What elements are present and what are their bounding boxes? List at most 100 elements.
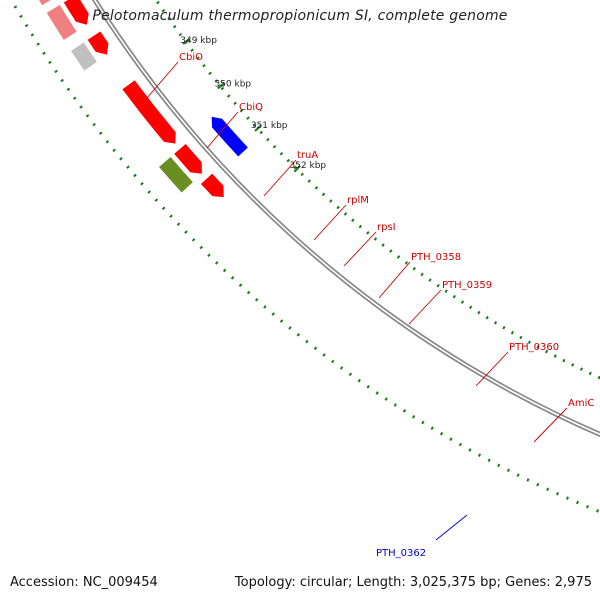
tick-dot [36,42,40,46]
kbp-tick-label: 349 kbp [180,36,217,46]
tick-dot [156,0,160,5]
label-leader [533,407,568,443]
kbp-tick-label: 350 kbp [214,79,251,89]
tick-dot [279,151,284,156]
tick-dot [190,48,194,52]
tick-dot [85,114,90,118]
tick-dot [214,79,219,83]
tick-dot [13,5,18,9]
tick-dot [288,326,292,330]
tick-dot [366,230,370,235]
feature-5 [62,0,90,26]
tick-dot [214,261,219,265]
tick-dot [126,165,130,169]
backbone-outer [91,0,600,438]
gene-label-pth-0358: PTH_0358 [411,252,461,263]
tick-dot [42,51,46,55]
tick-dot [536,482,540,487]
tick-dot [497,463,501,468]
tick-dot [389,249,393,253]
tick-dot [348,372,353,377]
tick-dot [313,346,318,351]
tick-dot [271,312,275,316]
tick-dot [402,409,407,413]
tick-dot [336,205,340,210]
tick-dot [296,332,301,337]
label-leader [408,289,442,325]
tick-dot [487,458,491,463]
tick-dot [460,300,465,304]
topology-summary: Topology: circular; Length: 3,025,375 bp… [234,575,592,590]
tick-dot [420,272,424,277]
tick-dot [300,172,304,177]
tick-dot [404,261,409,265]
feature-14 [45,3,78,42]
major-tick [182,38,191,45]
gene-label-rpsi: rpsI [377,222,396,233]
tick-dot [546,487,550,492]
tick-dot [54,69,58,74]
tick-dot [184,230,188,234]
tick-dot [208,71,212,76]
backbone [91,0,600,438]
tick-dot [92,122,96,127]
tick-dot [172,24,177,29]
kbp-tick-label: 348 kbp [148,0,185,1]
tick-dot [178,32,183,37]
kbp-tick-label: 351 kbp [251,121,288,131]
tick-dot [176,222,181,226]
tick-dot [588,371,592,376]
label-leader [435,514,468,541]
tick-dot [230,276,235,280]
tick-dot [196,56,200,60]
tick-dot [516,473,520,477]
tick-dot [154,198,159,202]
tick-dot [430,426,434,431]
tick-dot [468,305,473,310]
tick-dot [444,289,448,293]
tick-dot [373,237,378,241]
feature-6 [86,30,110,56]
tick-dot [293,165,298,170]
tick-dot [246,290,251,295]
feature-18 [210,115,249,158]
tick-dot [485,315,489,320]
tick-dot [167,16,171,21]
gene-label-amic: AmiC [568,398,594,409]
tick-dot [233,101,237,106]
feature-tracks [38,0,249,198]
tick-dot [477,310,481,315]
tick-dot [239,109,244,113]
tick-dot [375,391,379,395]
label-leader [475,351,509,387]
tick-dot [519,335,523,340]
feature-13 [38,0,53,7]
tick-dot [66,87,71,92]
tick-dot [468,448,472,452]
gene-label-rplm: rplM [347,195,369,206]
tick-dot [220,86,225,91]
tick-dot [562,358,566,363]
tick-dot [252,123,257,128]
feature-7 [121,79,177,145]
tick-dot [307,179,312,183]
tick-dot [458,442,463,447]
tick-dot [579,367,584,371]
gene-label-pth-0359: PTH_0359 [442,280,492,291]
tick-dot [255,297,259,302]
tick-dot [575,500,580,505]
tick-dot [596,509,600,513]
major-tick [293,165,301,173]
tick-dot [381,243,385,247]
tick-dot [286,158,291,163]
tick-dot [384,397,388,401]
tick-dot [421,420,425,425]
tick-dot [358,224,363,229]
tick-dot [19,14,23,18]
kbp-tick-label: 352 kbp [289,161,326,171]
tick-dot [72,96,77,100]
tick-dot [140,182,144,186]
tick-dot [396,255,401,259]
